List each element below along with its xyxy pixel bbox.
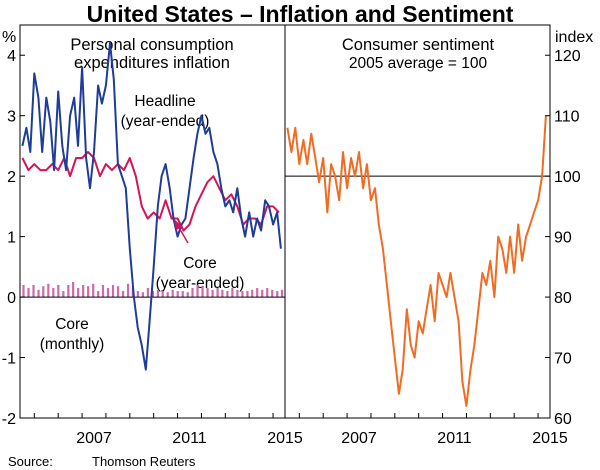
core-monthly-bar xyxy=(106,288,110,298)
core-monthly-bar xyxy=(186,292,189,298)
left-ytick-label: -2 xyxy=(2,411,16,428)
core-monthly-bar xyxy=(92,283,95,298)
core-monthly-bar xyxy=(266,288,269,298)
core-monthly-bar xyxy=(241,291,244,298)
left-ytick-label: 0 xyxy=(7,290,16,307)
right-ytick-label: 80 xyxy=(554,290,572,307)
core-monthly-bar xyxy=(32,284,35,298)
right-ytick-label: 70 xyxy=(554,351,572,368)
core-arrow-shaft xyxy=(177,225,189,244)
right-ytick-label: 110 xyxy=(554,109,580,126)
core-monthly-bar xyxy=(271,289,274,298)
left-ytick-label: -1 xyxy=(2,351,16,368)
core-monthly-bar xyxy=(161,291,164,298)
core-monthly-bar xyxy=(206,288,209,298)
core-monthly-bar xyxy=(166,292,169,298)
core-monthly-bar xyxy=(22,284,25,298)
core-monthly-bar xyxy=(67,284,70,298)
core-monthly-bar xyxy=(37,289,40,298)
right-xtick-label: 2015 xyxy=(532,430,568,447)
core-monthly-bar xyxy=(47,283,50,298)
left-ytick-label: 3 xyxy=(7,109,16,126)
right-panel-title: Consumer sentiment xyxy=(342,36,495,54)
source-label: Source: xyxy=(8,454,53,469)
right-xtick-label: 2011 xyxy=(437,430,472,447)
core-monthly-bar xyxy=(221,289,224,298)
core-monthly-bar xyxy=(231,288,234,298)
core-monthly-bar xyxy=(42,286,45,298)
core-monthly-bar xyxy=(101,284,105,298)
core-monthly-bar xyxy=(171,289,174,298)
core-sublabel: (year-ended) xyxy=(156,275,245,292)
core-monthly-bar xyxy=(82,284,85,298)
core-monthly-sublabel: (monthly) xyxy=(40,336,105,353)
core-monthly-bar xyxy=(97,291,100,298)
left-xtick-label: 2015 xyxy=(267,430,303,447)
core-monthly-bar xyxy=(211,289,214,298)
core-monthly-bar xyxy=(201,286,204,298)
left-unit-label: % xyxy=(2,29,16,46)
left-xtick-label: 2011 xyxy=(172,430,207,447)
right-ytick-label: 100 xyxy=(554,169,581,186)
core-monthly-bar xyxy=(126,283,130,298)
right-ytick-label: 120 xyxy=(554,48,581,65)
left-panel-subtitle: expenditures inflation xyxy=(74,54,230,72)
core-monthly-bar xyxy=(141,292,144,298)
core-monthly-bar xyxy=(261,289,264,298)
right-panel-subtitle: 2005 average = 100 xyxy=(349,55,488,72)
right-xtick-label: 2007 xyxy=(341,430,377,447)
core-monthly-bar xyxy=(57,284,60,298)
core-monthly-bar xyxy=(276,291,279,298)
core-monthly-bar xyxy=(27,288,30,298)
core-monthly-bar xyxy=(181,291,184,298)
core-monthly-bar xyxy=(226,291,229,298)
core-monthly-label: Core xyxy=(55,316,89,333)
core-monthly-bar xyxy=(156,289,159,298)
core-monthly-bar xyxy=(196,284,199,298)
core-label: Core xyxy=(183,255,217,272)
core-monthly-bar xyxy=(72,281,75,298)
core-arrow-head xyxy=(174,219,183,230)
core-monthly-bar xyxy=(280,289,284,298)
core-monthly-bar xyxy=(251,289,254,298)
headline-label: Headline xyxy=(134,93,195,110)
core-monthly-bar xyxy=(216,288,219,298)
source-text: Thomson Reuters xyxy=(92,454,196,469)
left-xtick-label: 2007 xyxy=(76,430,112,447)
core-monthly-bar xyxy=(146,288,149,298)
core-monthly-bar xyxy=(111,284,115,298)
core-monthly-bar xyxy=(52,288,55,298)
core-monthly-bar xyxy=(116,286,120,298)
core-monthly-bar xyxy=(121,291,125,298)
left-ytick-label: 2 xyxy=(7,169,16,186)
core-monthly-bar xyxy=(191,288,194,298)
right-ytick-label: 90 xyxy=(554,230,572,247)
right-ytick-label: 60 xyxy=(554,411,572,428)
core-monthly-bar xyxy=(136,291,139,298)
core-monthly-bar xyxy=(236,289,239,298)
headline-line xyxy=(21,42,282,371)
core-monthly-bar xyxy=(151,291,154,298)
sentiment-line xyxy=(286,115,547,407)
right-unit-label: index xyxy=(555,29,593,46)
left-ytick-label: 1 xyxy=(7,230,16,247)
core-monthly-bar xyxy=(77,288,80,298)
chart-title: United States – Inflation and Sentiment xyxy=(87,1,514,27)
left-ytick-label: 4 xyxy=(7,48,16,65)
core-monthly-bar xyxy=(246,291,249,298)
left-panel-title: Personal consumption xyxy=(70,36,233,54)
core-monthly-bar xyxy=(87,286,90,298)
core-monthly-bar xyxy=(176,291,179,298)
headline-sublabel: (year-ended) xyxy=(121,113,210,130)
core-monthly-bar xyxy=(256,288,259,298)
core-monthly-bar xyxy=(62,291,65,298)
